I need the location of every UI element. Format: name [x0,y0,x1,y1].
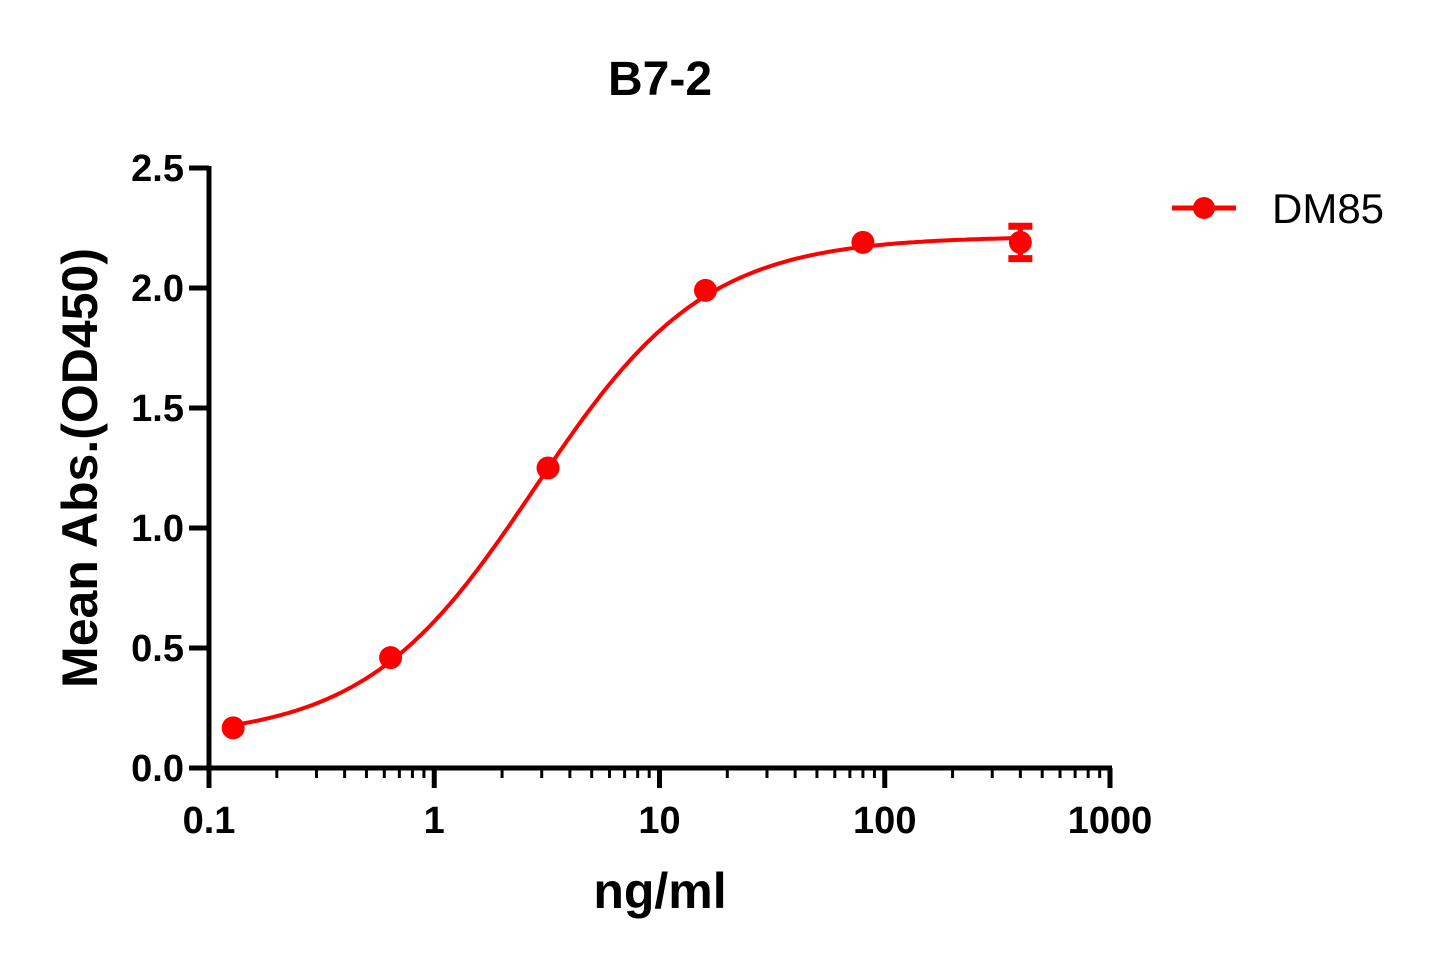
x-tick-label: 0.1 [183,800,236,842]
legend-label: DM85 [1272,185,1384,232]
data-point [379,646,403,670]
y-tick-label: 0.5 [131,628,184,670]
x-tick-label: 1 [424,800,445,842]
data-point [536,456,560,480]
legend: DM85 [1172,185,1384,232]
data-point [851,230,875,254]
y-tick-label: 0.0 [131,748,184,790]
legend-marker [1193,197,1215,219]
x-tick-label: 100 [853,800,916,842]
fit-curve [232,236,1021,728]
data-point [693,278,717,302]
data-point [221,716,245,740]
chart-title: B7-2 [608,53,712,106]
x-tick-label: 1000 [1068,800,1153,842]
y-tick-label: 2.0 [131,268,184,310]
data-point [1008,230,1032,254]
x-axis-label: ng/ml [593,863,726,919]
y-tick-label: 1.0 [131,508,184,550]
y-tick-label: 1.5 [131,388,184,430]
x-tick-label: 10 [638,800,680,842]
y-axis-label: Mean Abs.(OD450) [52,248,108,688]
y-tick-label: 2.5 [131,148,184,190]
